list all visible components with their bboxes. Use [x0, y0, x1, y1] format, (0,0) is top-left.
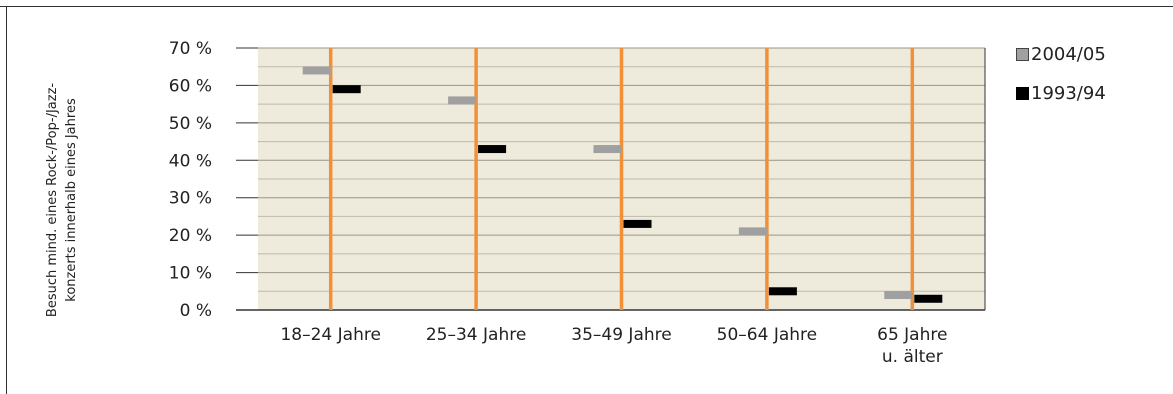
legend-label-2004-05: 2004/05 — [1031, 43, 1106, 65]
legend-item-1993-94: 1993/94 — [1016, 82, 1106, 104]
y-tick-label: 0 % — [180, 301, 212, 321]
x-tick-label: 35–49 Jahre — [571, 325, 671, 345]
legend-item-2004-05: 2004/05 — [1016, 43, 1106, 65]
x-tick-label: 18–24 Jahre — [280, 325, 380, 345]
marker-1993-94 — [914, 294, 943, 303]
marker-2004-05 — [593, 145, 622, 154]
marker-1993-94 — [478, 145, 507, 154]
legend: 2004/05 1993/94 — [1016, 44, 1106, 122]
marker-1993-94 — [623, 219, 652, 228]
y-tick-label: 20 % — [169, 226, 212, 246]
y-tick-label: 30 % — [169, 189, 212, 209]
marker-2004-05 — [448, 96, 477, 105]
frame-left-border — [6, 6, 7, 394]
x-tick-label: 25–34 Jahre — [426, 325, 526, 345]
x-tick-label: u. älter — [882, 347, 943, 367]
y-tick-label: 50 % — [169, 114, 212, 134]
marker-1993-94 — [768, 287, 797, 296]
marker-2004-05 — [738, 227, 767, 236]
legend-label-1993-94: 1993/94 — [1031, 82, 1106, 104]
y-tick-label: 70 % — [169, 39, 212, 59]
y-tick-label: 40 % — [169, 151, 212, 171]
legend-swatch-1993-94 — [1016, 86, 1029, 100]
marker-2004-05 — [302, 66, 331, 75]
x-tick-label: 50–64 Jahre — [717, 325, 817, 345]
marker-1993-94 — [332, 85, 361, 94]
frame-top-border — [0, 6, 1173, 7]
x-tick-label: 65 Jahre — [877, 325, 947, 345]
legend-swatch-2004-05 — [1016, 47, 1029, 61]
y-tick-label: 10 % — [169, 264, 212, 284]
y-tick-label: 60 % — [169, 76, 212, 96]
marker-2004-05 — [884, 291, 913, 300]
